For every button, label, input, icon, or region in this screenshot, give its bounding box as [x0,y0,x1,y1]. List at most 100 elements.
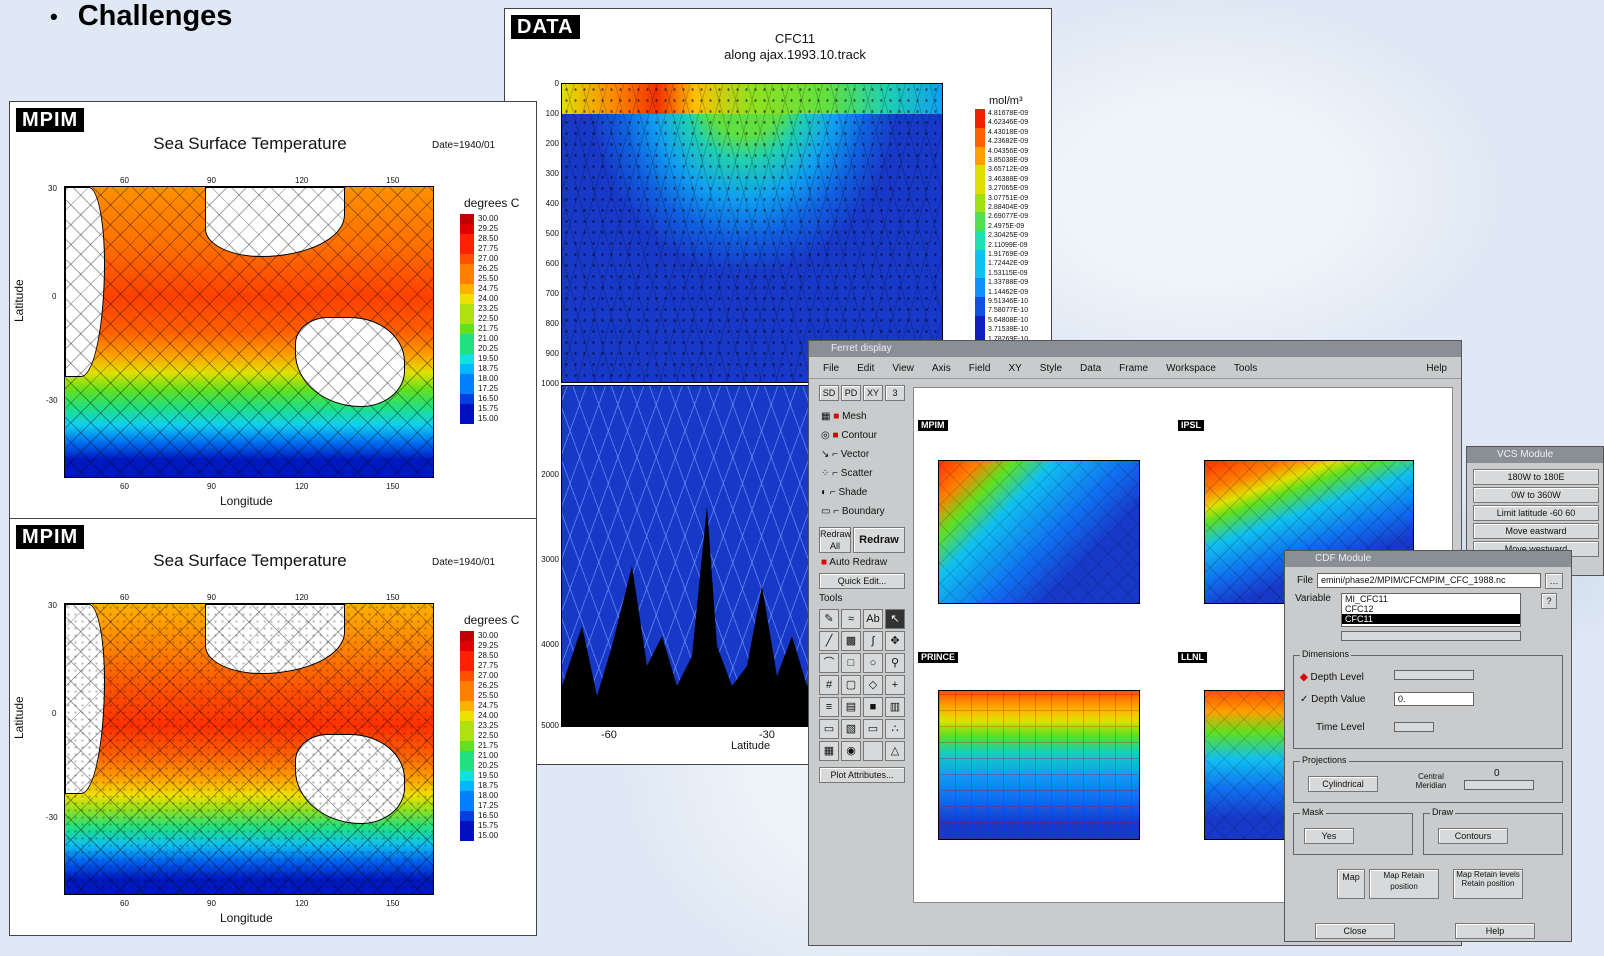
tool-arc-icon[interactable]: ⌒ [819,653,839,673]
data-legend-swatch [975,137,985,147]
legend-level: 25.50 [478,274,499,283]
data-legend-swatch [975,315,985,326]
quick-edit-button[interactable]: Quick Edit... [819,573,905,589]
projection-menu-button[interactable]: Cylindrical [1308,776,1378,792]
tool-curve-icon[interactable]: ∫ [863,631,883,651]
cdf-close-button[interactable]: Close [1315,923,1395,939]
plot-mesh-option[interactable]: ▦ ■ Mesh [821,411,867,422]
tool-pencil-icon[interactable]: ✎ [819,609,839,629]
depth-value-radio[interactable]: ✓ Depth Value [1300,694,1366,705]
tool-globe-icon[interactable]: ◉ [841,741,861,761]
dim-btn-3[interactable]: 3 [885,385,905,401]
tool-barcode-icon[interactable]: ▥ [885,697,905,717]
central-meridian-slider[interactable] [1464,780,1534,790]
tool-text-icon[interactable]: Ab [863,609,883,629]
tool-rect2-icon[interactable]: ▭ [863,719,883,739]
mpim2-legend-title: degrees C [464,613,520,627]
menu-xy[interactable]: XY [1008,363,1022,374]
draw-menu-button[interactable]: Contours [1438,828,1508,844]
mpim1-top-tick-150: 150 [386,176,400,185]
variable-item-cfc12[interactable]: CFC12 [1345,604,1374,614]
cdf-file-browse-button[interactable]: … [1545,573,1563,589]
tool-pointer-icon[interactable]: ↖ [885,609,905,629]
auto-redraw-toggle[interactable]: ■ Auto Redraw [821,557,888,568]
vcs-btn-limit-latitude[interactable]: Limit latitude -60 60 [1473,505,1599,521]
tool-dots-icon[interactable]: ∴ [885,719,905,739]
legend-level: 20.25 [478,761,499,770]
data-xtick-1: -60 [601,729,617,741]
map-retain-position-button[interactable]: Map Retain position [1369,869,1439,899]
menu-axis[interactable]: Axis [931,363,951,374]
mask-menu-button[interactable]: Yes [1304,828,1354,844]
tool-rect-icon[interactable]: ▭ [819,719,839,739]
tool-plus-icon[interactable]: + [885,675,905,695]
legend-swatch [460,691,474,701]
cdf-variable-list[interactable]: MI_CFC11 CFC12 CFC11 [1341,593,1521,627]
vcs-btn-180w[interactable]: 180W to 180E [1473,469,1599,485]
menu-field[interactable]: Field [968,363,991,374]
tool-square-icon[interactable]: □ [841,653,861,673]
menu-style[interactable]: Style [1039,363,1063,374]
cdf-help-button[interactable]: Help [1455,923,1535,939]
tool-marker-icon[interactable]: ◇ [863,675,883,695]
tool-fill-icon[interactable]: ▩ [841,631,861,651]
plot-shade-option[interactable]: ◐ ⌐ Shade [821,487,868,498]
dim-btn-sd[interactable]: SD [819,385,839,401]
menu-file[interactable]: File [823,363,840,374]
mpim2-top-tick-90: 90 [207,593,216,602]
bullet-heading: • Challenges [50,0,232,33]
vcs-btn-0w[interactable]: 0W to 360W [1473,487,1599,503]
tool-legend-icon[interactable]: ≡ [819,697,839,717]
cdf-file-input[interactable]: emini/phase2/MPIM/CFCMPIM_CFC_1988.nc [1317,573,1541,588]
tool-zoom-icon[interactable]: ⚲ [885,653,905,673]
menu-help[interactable]: Help [1426,363,1447,374]
menu-frame[interactable]: Frame [1119,363,1149,374]
tool-frame-icon[interactable]: ▢ [841,675,861,695]
bullet-dot-icon: • [50,3,58,29]
cdf-variable-hscroll[interactable] [1341,631,1521,641]
mesh-check-icon: ■ [833,411,840,422]
data-legend-swatch [975,212,985,222]
tool-wave-icon[interactable]: ≈ [841,609,861,629]
tool-move-icon[interactable]: ✥ [885,631,905,651]
depth-level-radio[interactable]: ◆ Depth Level [1300,672,1364,683]
tool-blank-icon[interactable] [863,741,883,761]
depth-value-input[interactable]: 0. [1394,692,1474,706]
plot-scatter-option[interactable]: ⁘ ⌐ Scatter [821,468,873,479]
vcs-btn-move-east[interactable]: Move eastward [1473,523,1599,539]
menu-tools[interactable]: Tools [1233,363,1258,374]
time-level-slider[interactable] [1394,722,1434,732]
map-button[interactable]: Map [1337,869,1365,899]
menu-edit[interactable]: Edit [857,363,875,374]
plot-contour-option[interactable]: ◎ ■ Contour [821,430,877,441]
mpim1-bot-tick-60: 60 [120,482,129,491]
menu-data[interactable]: Data [1080,363,1102,374]
dim-btn-xy[interactable]: XY [863,385,883,401]
plot-vector-option[interactable]: ↘ ⌐ Vector [821,449,870,460]
tool-triangle-icon[interactable]: △ [885,741,905,761]
depth-level-slider[interactable] [1394,670,1474,680]
tool-color-icon[interactable]: ▧ [841,719,861,739]
central-meridian-value: 0 [1494,768,1500,779]
variable-item-mi-cfc11[interactable]: MI_CFC11 [1345,594,1388,604]
redraw-all-button[interactable]: Redraw All [819,527,852,553]
menu-workspace[interactable]: Workspace [1166,363,1216,374]
data-legend-value: 1.14462E-09 [988,288,1029,296]
legend-swatch [460,761,474,771]
projections-group: Projections Cylindrical Central Meridian… [1293,755,1563,803]
variable-item-cfc11[interactable]: CFC11 [1342,614,1520,624]
cdf-variable-help-button[interactable]: ? [1541,593,1557,609]
tool-line-icon[interactable]: ╱ [819,631,839,651]
plot-attributes-button[interactable]: Plot Attributes... [819,767,905,783]
redraw-button[interactable]: Redraw [853,527,905,553]
plot-boundary-option[interactable]: ▭ ⌐ Boundary [821,506,885,517]
tool-table2-icon[interactable]: ▦ [819,741,839,761]
tool-circle-icon[interactable]: ○ [863,653,883,673]
map-retain-levels-button[interactable]: Map Retain levels Retain position [1453,869,1523,899]
dim-btn-pd[interactable]: PD [841,385,861,401]
menu-view[interactable]: View [892,363,914,374]
tool-table-icon[interactable]: ▤ [841,697,861,717]
data-legend-swatch [975,165,985,175]
tool-grid-icon[interactable]: # [819,675,839,695]
tool-box-icon[interactable]: ■ [863,697,883,717]
